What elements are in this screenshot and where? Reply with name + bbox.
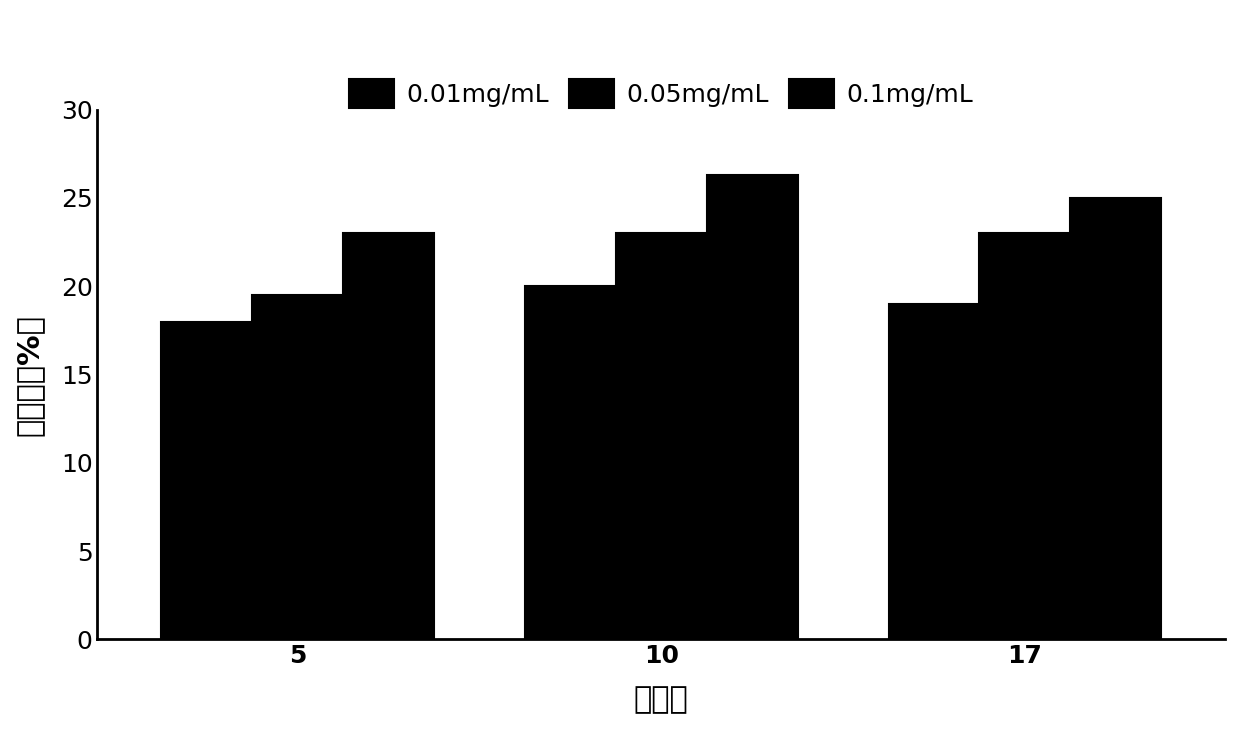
Bar (889, 304, 980, 639)
Bar (252, 295, 343, 639)
Bar (161, 321, 252, 639)
Legend: 0.01mg/mL, 0.05mg/mL, 0.1mg/mL: 0.01mg/mL, 0.05mg/mL, 0.1mg/mL (339, 69, 983, 118)
Bar (707, 175, 797, 639)
Bar (1070, 198, 1162, 639)
Bar (343, 233, 434, 639)
Bar (525, 286, 616, 639)
Y-axis label: 抑制率（%）: 抑制率（%） (15, 313, 43, 435)
Bar (616, 233, 707, 639)
Bar (980, 233, 1070, 639)
X-axis label: 抑菌剂: 抑菌剂 (634, 685, 688, 714)
